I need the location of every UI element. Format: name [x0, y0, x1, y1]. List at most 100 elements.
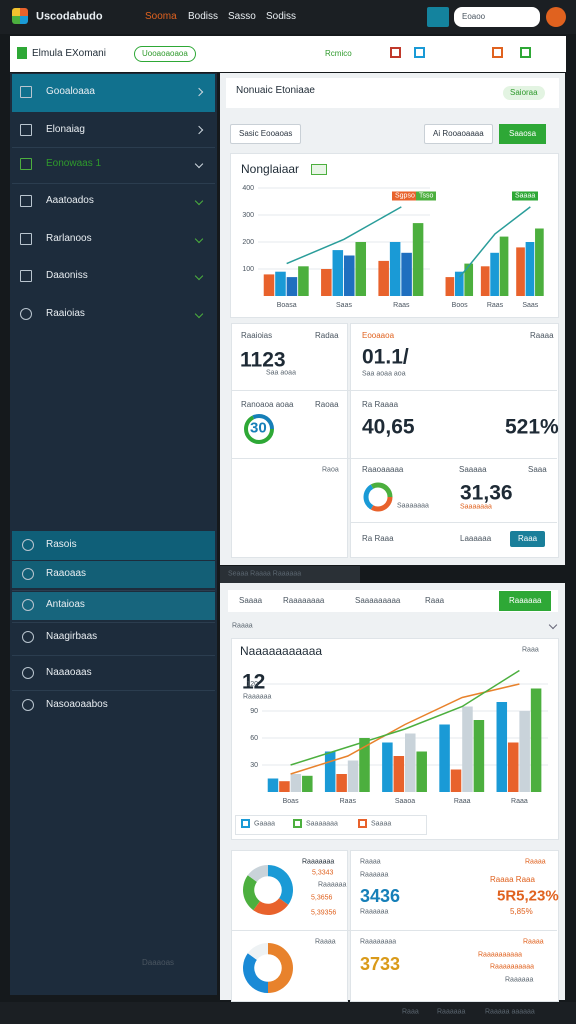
bar	[439, 724, 450, 792]
sidebar-items[interactable]: Raaioias	[46, 308, 85, 319]
pie-slice	[253, 898, 289, 915]
bar	[321, 269, 332, 296]
panel1-stats: Saaa	[528, 465, 547, 474]
line	[290, 669, 520, 766]
footer[interactable]: Raaa	[402, 1008, 419, 1016]
bar	[516, 247, 525, 296]
panel1-stats: Raaioias	[241, 331, 273, 340]
sidebar-lower[interactable]: Antaioas	[46, 599, 85, 610]
divider	[12, 690, 215, 691]
sidebar-lower[interactable]: Raaoaas	[46, 568, 87, 579]
footer[interactable]: Raaaaa aaaaaa	[485, 1008, 535, 1016]
footer[interactable]: Raaaaaa	[437, 1008, 466, 1016]
bar	[473, 720, 485, 792]
topbar-nav[interactable]: Sodiss	[266, 11, 297, 22]
panel2-cards: 5,3656	[311, 894, 333, 902]
active-item	[12, 561, 215, 588]
sidebar-items[interactable]: Rarlanoos	[46, 233, 92, 244]
panel2-cards: Raaaa	[315, 938, 336, 946]
bar	[332, 250, 344, 296]
line	[459, 206, 531, 278]
sidebar-bottom[interactable]: Daaaoas	[142, 958, 175, 967]
topbar-brand: Uscodabudo	[36, 10, 103, 23]
sidebar-lower[interactable]: Rasois	[46, 539, 77, 550]
topbar-nav[interactable]: Sooma	[145, 11, 177, 22]
pie-slice	[268, 865, 293, 905]
card	[350, 323, 559, 558]
y-tick-label: 100	[242, 266, 254, 273]
search-input[interactable]	[454, 7, 540, 27]
x-tick-label: Raaa	[511, 798, 528, 805]
panel2-tab-header[interactable]: Seaaa Raaaa Raaaaaa	[228, 570, 302, 578]
panel2-section: Raaaa	[232, 622, 253, 630]
sidebar-lower[interactable]: Naagirbaas	[46, 631, 98, 642]
panel1-stats: Saaaaa	[459, 465, 487, 474]
divider	[12, 147, 215, 148]
bar	[355, 242, 367, 296]
nav-icon	[20, 270, 32, 282]
topbar-search[interactable]: Eoaoo	[462, 12, 486, 21]
divider	[231, 458, 557, 459]
panel1-stats: Raoaa	[315, 400, 339, 409]
panel1-stats: Saa aoaa aoa	[362, 370, 406, 378]
sidebar-lower[interactable]: Naaaoaas	[46, 667, 92, 678]
bar	[302, 775, 313, 792]
pie-slice	[243, 875, 260, 911]
sidebar-lower[interactable]: Nasoaoaabos	[46, 699, 108, 710]
panel2-tabs[interactable]: Raaa	[425, 596, 445, 605]
sidebar-items[interactable]: Elonaiag	[46, 124, 85, 135]
panel2-cards: 5,3343	[312, 869, 334, 877]
toolbar-logo	[17, 47, 27, 59]
nav-icon	[20, 233, 32, 245]
panel1-tab[interactable]: Ai Rooaoaaaa	[424, 124, 493, 144]
panel1-stats: Saaaaaaa	[460, 503, 492, 511]
panel1-stats: Eooaaoa	[362, 331, 395, 340]
panel2-tabs[interactable]: Saaaa	[239, 596, 263, 605]
x-tick-label: Boos	[452, 302, 468, 309]
topbar-nav[interactable]: Sasso	[228, 11, 256, 22]
bar	[347, 760, 359, 792]
chart-card-legend: Tsso	[416, 191, 437, 201]
search-button[interactable]	[427, 7, 449, 27]
card	[350, 850, 559, 1002]
y-tick-label: 60	[250, 735, 258, 742]
toolbar-badge[interactable]: Uooaoaoaoa	[134, 46, 196, 62]
panel2-cards: Raaaaaaaa	[360, 938, 397, 946]
bar	[490, 252, 499, 296]
sidebar-items[interactable]: Daaoniss	[46, 270, 88, 281]
sidebar-items[interactable]: Gooaloaaa	[46, 86, 95, 97]
tab-header[interactable]	[220, 566, 360, 583]
bar	[298, 266, 309, 296]
avatar[interactable]	[546, 7, 566, 27]
sidebar-items[interactable]: Aaatoados	[46, 195, 94, 206]
panel1-stats[interactable]: Raaa	[510, 531, 546, 547]
panel2-tabs[interactable]: Saaaaaaaaa	[355, 596, 401, 605]
toolbar	[10, 36, 566, 72]
panel2-button[interactable]: Raaaaaa	[499, 591, 552, 611]
bar	[445, 277, 455, 296]
panel1-button[interactable]: Saaosa	[499, 124, 547, 144]
legend-swatch	[241, 819, 250, 828]
bar	[344, 255, 355, 296]
panel2-cards: 3733	[360, 954, 401, 974]
panel2-tabs[interactable]: Raaaaaaaa	[283, 596, 325, 605]
bar	[405, 733, 416, 792]
panel1-badge[interactable]: Saioraa	[503, 86, 545, 100]
bar	[267, 778, 279, 792]
pie-slice	[247, 865, 268, 882]
toolbar-action[interactable]: Rcmico	[325, 49, 352, 58]
bar	[496, 702, 508, 792]
bar	[507, 742, 519, 792]
panel1-stats: Raaoaaaaa	[362, 465, 404, 474]
topbar-nav[interactable]: Bodiss	[188, 11, 219, 22]
divider	[12, 655, 215, 656]
panel2-cards: Raaaa	[523, 938, 544, 946]
panel1-stats: 31,36	[460, 481, 513, 505]
sidebar-items[interactable]: Eonowaas 1	[46, 158, 102, 169]
panel1-filter[interactable]: Sasic Eooaoas	[230, 124, 302, 144]
panel1-title: Nonuaic Etoniaae	[236, 85, 315, 96]
x-tick-label: Raaa	[454, 798, 471, 805]
bar	[382, 742, 393, 792]
divider	[12, 622, 215, 623]
footer	[0, 1002, 576, 1024]
